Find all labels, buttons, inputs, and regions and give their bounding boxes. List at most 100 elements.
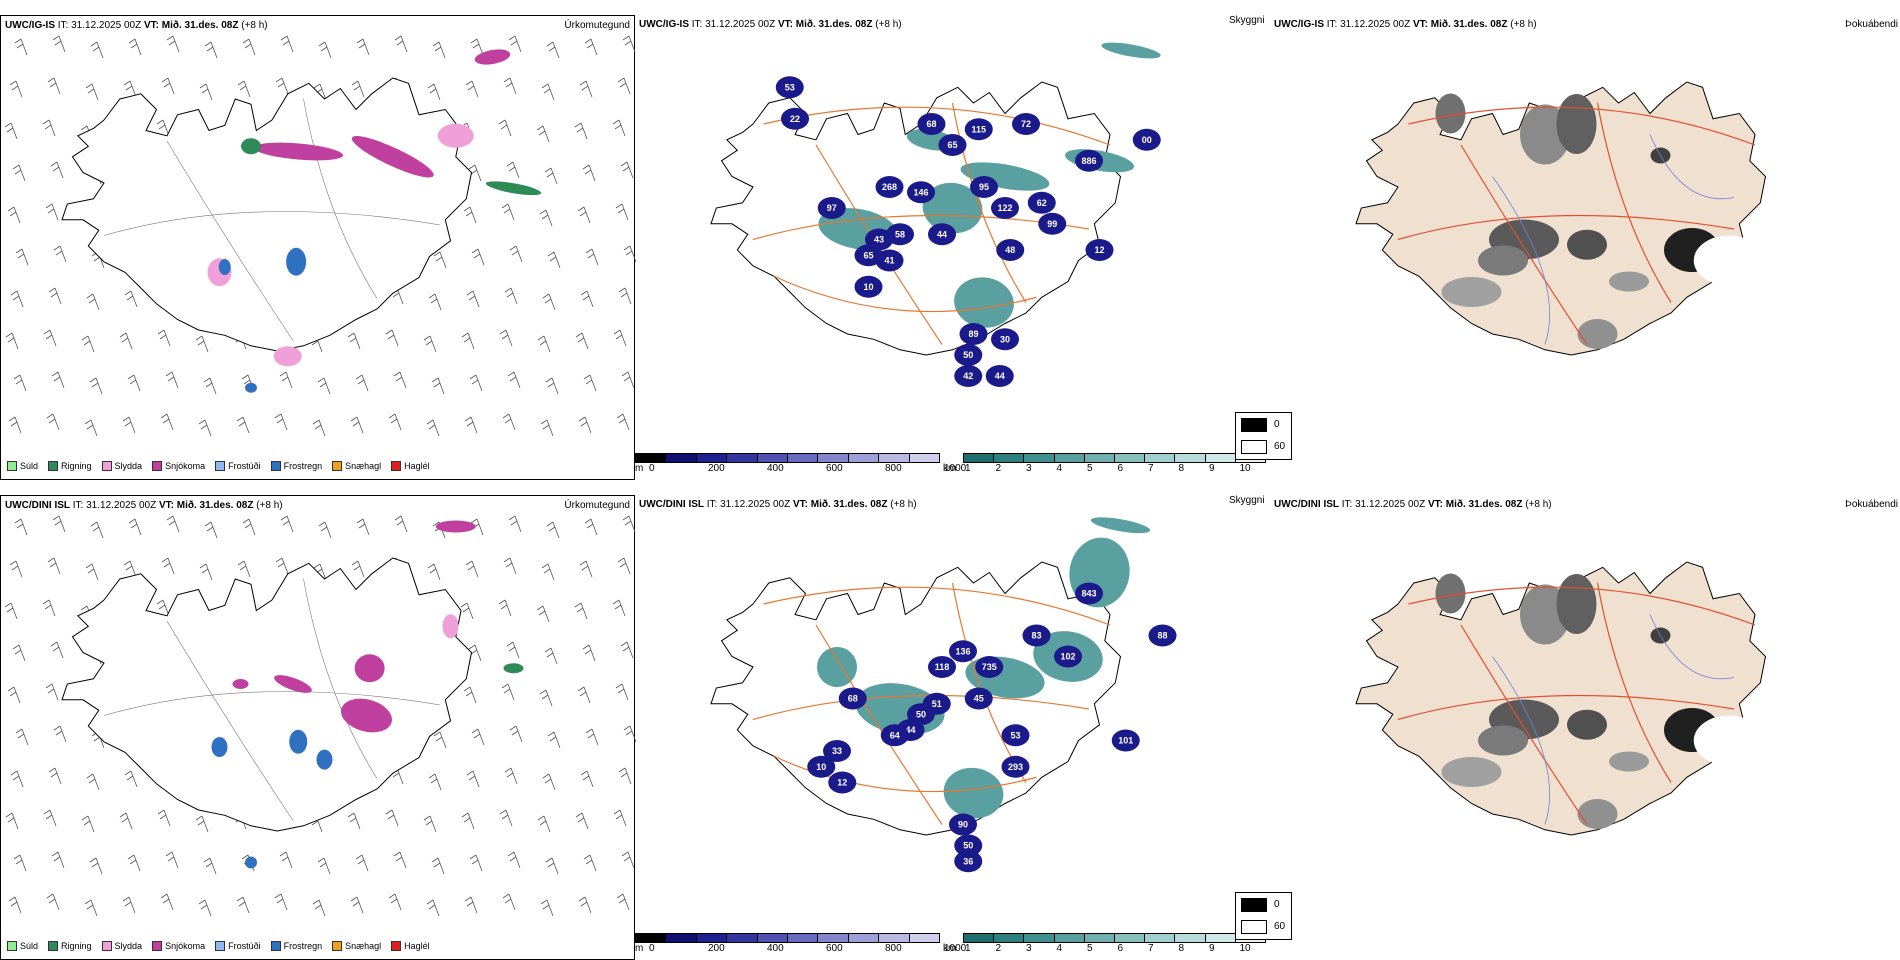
colorbar-segment [1054, 454, 1085, 462]
cloud-base-value: 50 [963, 841, 973, 851]
wind-barb [544, 647, 558, 665]
low-cloud-base-area [991, 197, 1019, 219]
wind-barb [582, 164, 596, 182]
visibility-tick-label: 2 [995, 943, 1002, 954]
colorbar-segment [757, 934, 789, 942]
fog-panel: UWC/IG-IS IT: 31.12.2025 00Z VT: Mið. 31… [1235, 15, 1900, 480]
wind-barb [275, 557, 289, 575]
wind-barb [195, 335, 209, 353]
low-cloud-base-area [954, 344, 983, 366]
it-value: 31.12.2025 00Z [1355, 499, 1426, 510]
colorbar-segment [909, 934, 940, 942]
colorbar-segment [994, 454, 1025, 462]
wind-barb [350, 896, 364, 914]
wind-barb [461, 332, 475, 350]
precip-map [4, 515, 637, 917]
wind-barb [53, 725, 67, 743]
wind-barb [540, 419, 554, 437]
wind-barb [583, 854, 597, 872]
visibility-tick-label: 10 [1239, 943, 1251, 954]
wind-barb [621, 851, 635, 869]
cloud-base-value: 51 [932, 699, 942, 709]
wind-barb [312, 899, 326, 917]
visibility-tick-label: 3 [1026, 943, 1032, 954]
low-cloud-base-area [964, 687, 993, 710]
model-name: UWC/IG-IS [1274, 19, 1324, 30]
precip-legend-item: Rigning [48, 461, 92, 471]
precip-legend-item: Frostúði [215, 461, 261, 471]
cloud-base-value: 42 [963, 371, 973, 381]
wind-barb [195, 815, 209, 833]
visibility-tick-label: 1 [965, 463, 971, 474]
fog-indicator-area [1577, 319, 1618, 349]
wind-barb [547, 731, 561, 749]
colorbar-segment [727, 934, 758, 942]
iceland-coastline [61, 77, 473, 352]
low-cloud-base-area [975, 656, 1004, 678]
visibility-unit: km [943, 463, 957, 474]
wind-barb [127, 374, 141, 392]
wind-barb [13, 854, 27, 872]
iceland-coastline [61, 557, 473, 832]
wind-barb [204, 521, 218, 539]
visibility-tick-label: 8 [1178, 463, 1185, 474]
wind-barb [461, 812, 475, 830]
wind-barb [43, 809, 57, 827]
wind-barb [318, 41, 332, 59]
legend-label: Snæhagl [345, 461, 382, 471]
legend-label: Slydda [114, 461, 143, 471]
vt-label: VT: [143, 20, 159, 31]
cloud-base-value: 90 [958, 820, 968, 830]
cloud-base-value: 72 [1021, 119, 1031, 129]
precip-panel-title: UWC/IG-IS IT: 31.12.2025 00Z VT: Mið. 31… [5, 20, 268, 31]
it-value: 31.12.2025 00Z [1340, 19, 1411, 30]
low-cloud-base-area [854, 244, 883, 267]
model-name: UWC/DINI ISL [1274, 499, 1339, 510]
cloud-base-value: 44 [937, 229, 947, 239]
wind-barb [312, 419, 326, 437]
wind-barb [613, 809, 627, 827]
wind-barb [356, 38, 370, 56]
wind-barb [124, 770, 138, 788]
wind-barb [394, 35, 408, 53]
wind-barb [14, 38, 28, 56]
wind-barb [545, 377, 559, 395]
legend-label: Snæhagl [345, 941, 382, 951]
cloud-base-value: 53 [785, 82, 795, 92]
wind-barb [385, 329, 399, 347]
wind-barb [198, 899, 212, 917]
legend-swatch [152, 461, 163, 471]
wind-barb [274, 413, 288, 431]
wind-barb [465, 560, 479, 578]
wind-barb [51, 371, 65, 389]
cloud-base-value: 886 [1081, 156, 1096, 166]
low-visibility-area [1090, 517, 1151, 534]
wind-barb [541, 563, 555, 581]
wind-barb [122, 416, 136, 434]
cloud-base-value: 102 [1060, 652, 1075, 662]
freezing-rain-area [218, 259, 231, 275]
cloud-base-value: 115 [971, 124, 986, 134]
cloud-base-value: 41 [884, 256, 894, 266]
colorbar-segment [636, 454, 667, 462]
vt-label: VT: [1427, 499, 1443, 510]
wind-barb [10, 290, 24, 308]
wind-barb [47, 557, 61, 575]
visibility-tick-label: 4 [1056, 943, 1063, 954]
wind-barb [279, 851, 293, 869]
legend-swatch [270, 461, 281, 471]
wind-barb [237, 80, 251, 98]
wind-barb [280, 35, 294, 53]
wind-barb [8, 416, 22, 434]
wind-barb [388, 413, 402, 431]
wind-barb [544, 167, 558, 185]
wind-barb [501, 203, 515, 221]
wind-barb [580, 770, 594, 788]
wind-barb [280, 515, 294, 533]
wind-barb [463, 686, 477, 704]
fog-legend-high-swatch [1241, 898, 1267, 912]
wind-barb [469, 854, 483, 872]
wind-barb [160, 413, 174, 431]
cloudbase-tick-label: 0 [649, 943, 655, 954]
cloud-base-value: 101 [1118, 736, 1133, 746]
